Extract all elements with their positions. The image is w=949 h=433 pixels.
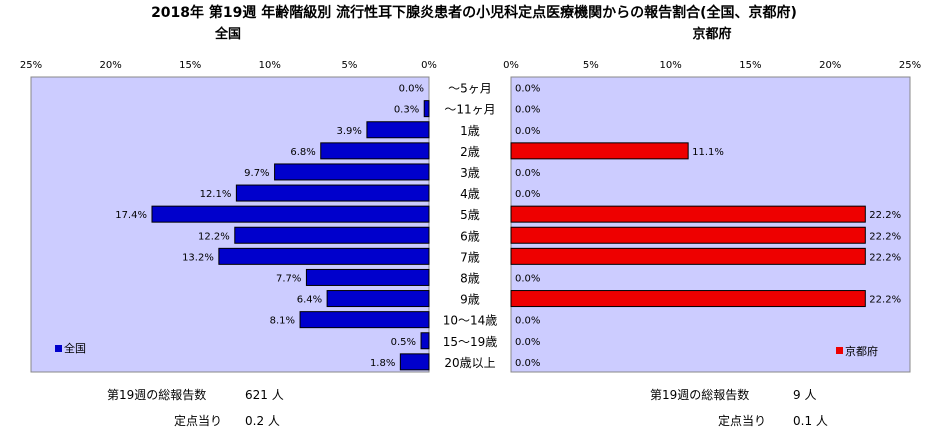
national-data-label: 12.1% [200,189,232,200]
kyoto-panel-title: 京都府 [692,26,731,42]
national-panel-title: 全国 [214,26,241,42]
national-bar [399,353,430,371]
national-total-value: 621 人 [245,388,284,402]
kyoto-data-label: 0.0% [515,358,540,369]
age-category-label: 15～19歳 [443,335,498,349]
kyoto-data-label: 0.0% [515,126,540,137]
age-category-label: 1歳 [460,124,480,138]
age-category-label: 6歳 [460,229,480,243]
national-per-site-value: 0.2 人 [245,414,280,428]
age-category-label: ～11ヶ月 [444,103,495,117]
kyoto-data-label: 0.0% [515,84,540,95]
kyoto-x-tick-label: 25% [899,60,921,71]
kyoto-x-tick-label: 15% [739,60,761,71]
national-per-site-label: 定点当り [174,414,223,428]
kyoto-x-tick-label: 5% [583,60,599,71]
kyoto-data-label: 22.2% [869,210,901,221]
kyoto-data-label: 0.0% [515,316,540,327]
kyoto-data-label: 0.0% [515,105,540,116]
national-data-label: 7.7% [276,273,301,284]
kyoto-legend-label: 京都府 [845,344,878,358]
age-category-label: 3歳 [460,166,480,180]
kyoto-total-value: 9 人 [793,388,817,402]
age-category-label: 8歳 [460,271,480,285]
national-bar [320,142,430,160]
chart-title: 2018年 第19週 年齢階級別 流行性耳下腺炎患者の小児科定点医療機関からの報… [151,4,797,21]
age-category-label: 10～14歳 [443,314,498,328]
national-x-tick-label: 25% [20,60,42,71]
age-category-label: 5歳 [460,208,480,222]
national-x-tick-label: 10% [259,60,281,71]
national-bar [218,247,430,265]
age-category-label: 2歳 [460,145,480,159]
national-bar [151,205,430,223]
national-bar [423,100,430,118]
kyoto-data-label: 22.2% [869,231,901,242]
kyoto-bar [510,226,866,244]
kyoto-bar [510,205,866,223]
national-bar [420,332,430,350]
national-data-label: 13.2% [182,252,214,263]
kyoto-plot-area [510,76,911,373]
national-bar [366,121,430,139]
national-bar [235,184,430,202]
national-legend-swatch [55,345,62,352]
national-total-label: 第19週の総報告数 [107,388,207,402]
kyoto-legend: 京都府 [836,344,878,358]
national-data-label: 0.5% [391,337,416,348]
national-x-tick-label: 20% [99,60,121,71]
kyoto-data-label: 0.0% [515,273,540,284]
kyoto-data-label: 11.1% [692,147,724,158]
kyoto-x-tick-label: 0% [503,60,519,71]
age-category-label: 9歳 [460,293,480,307]
kyoto-data-label: 0.0% [515,189,540,200]
national-x-tick-label: 0% [421,60,437,71]
kyoto-x-tick-label: 20% [819,60,841,71]
kyoto-per-site-value: 0.1 人 [793,414,828,428]
kyoto-data-label: 0.0% [515,168,540,179]
age-category-label: 20歳以上 [444,356,495,370]
kyoto-bar [510,142,689,160]
national-data-label: 0.0% [399,84,424,95]
kyoto-data-label: 22.2% [869,295,901,306]
national-legend-label: 全国 [64,341,86,355]
national-data-label: 9.7% [244,168,269,179]
kyoto-legend-swatch [836,347,843,354]
age-category-label: ～5ヶ月 [448,82,492,96]
kyoto-data-label: 22.2% [869,252,901,263]
national-bar [299,311,430,329]
national-bar [274,163,430,181]
kyoto-per-site-label: 定点当り [718,414,767,428]
kyoto-total-label: 第19週の総報告数 [650,388,750,402]
national-x-tick-label: 15% [179,60,201,71]
kyoto-x-tick-label: 10% [659,60,681,71]
national-legend: 全国 [55,341,86,355]
national-data-label: 8.1% [270,316,295,327]
national-data-label: 17.4% [115,210,147,221]
national-bar [234,226,430,244]
national-bar [326,290,430,308]
age-category-label: 4歳 [460,187,480,201]
national-data-label: 6.4% [297,295,322,306]
national-data-label: 0.3% [394,105,419,116]
national-data-label: 1.8% [370,358,395,369]
kyoto-bar [510,290,866,308]
national-bar [305,268,430,286]
age-category-label: 7歳 [460,250,480,264]
national-data-label: 12.2% [198,231,230,242]
kyoto-data-label: 0.0% [515,337,540,348]
national-data-label: 6.8% [290,147,315,158]
kyoto-bar [510,247,866,265]
national-x-tick-label: 5% [341,60,357,71]
national-data-label: 3.9% [337,126,362,137]
